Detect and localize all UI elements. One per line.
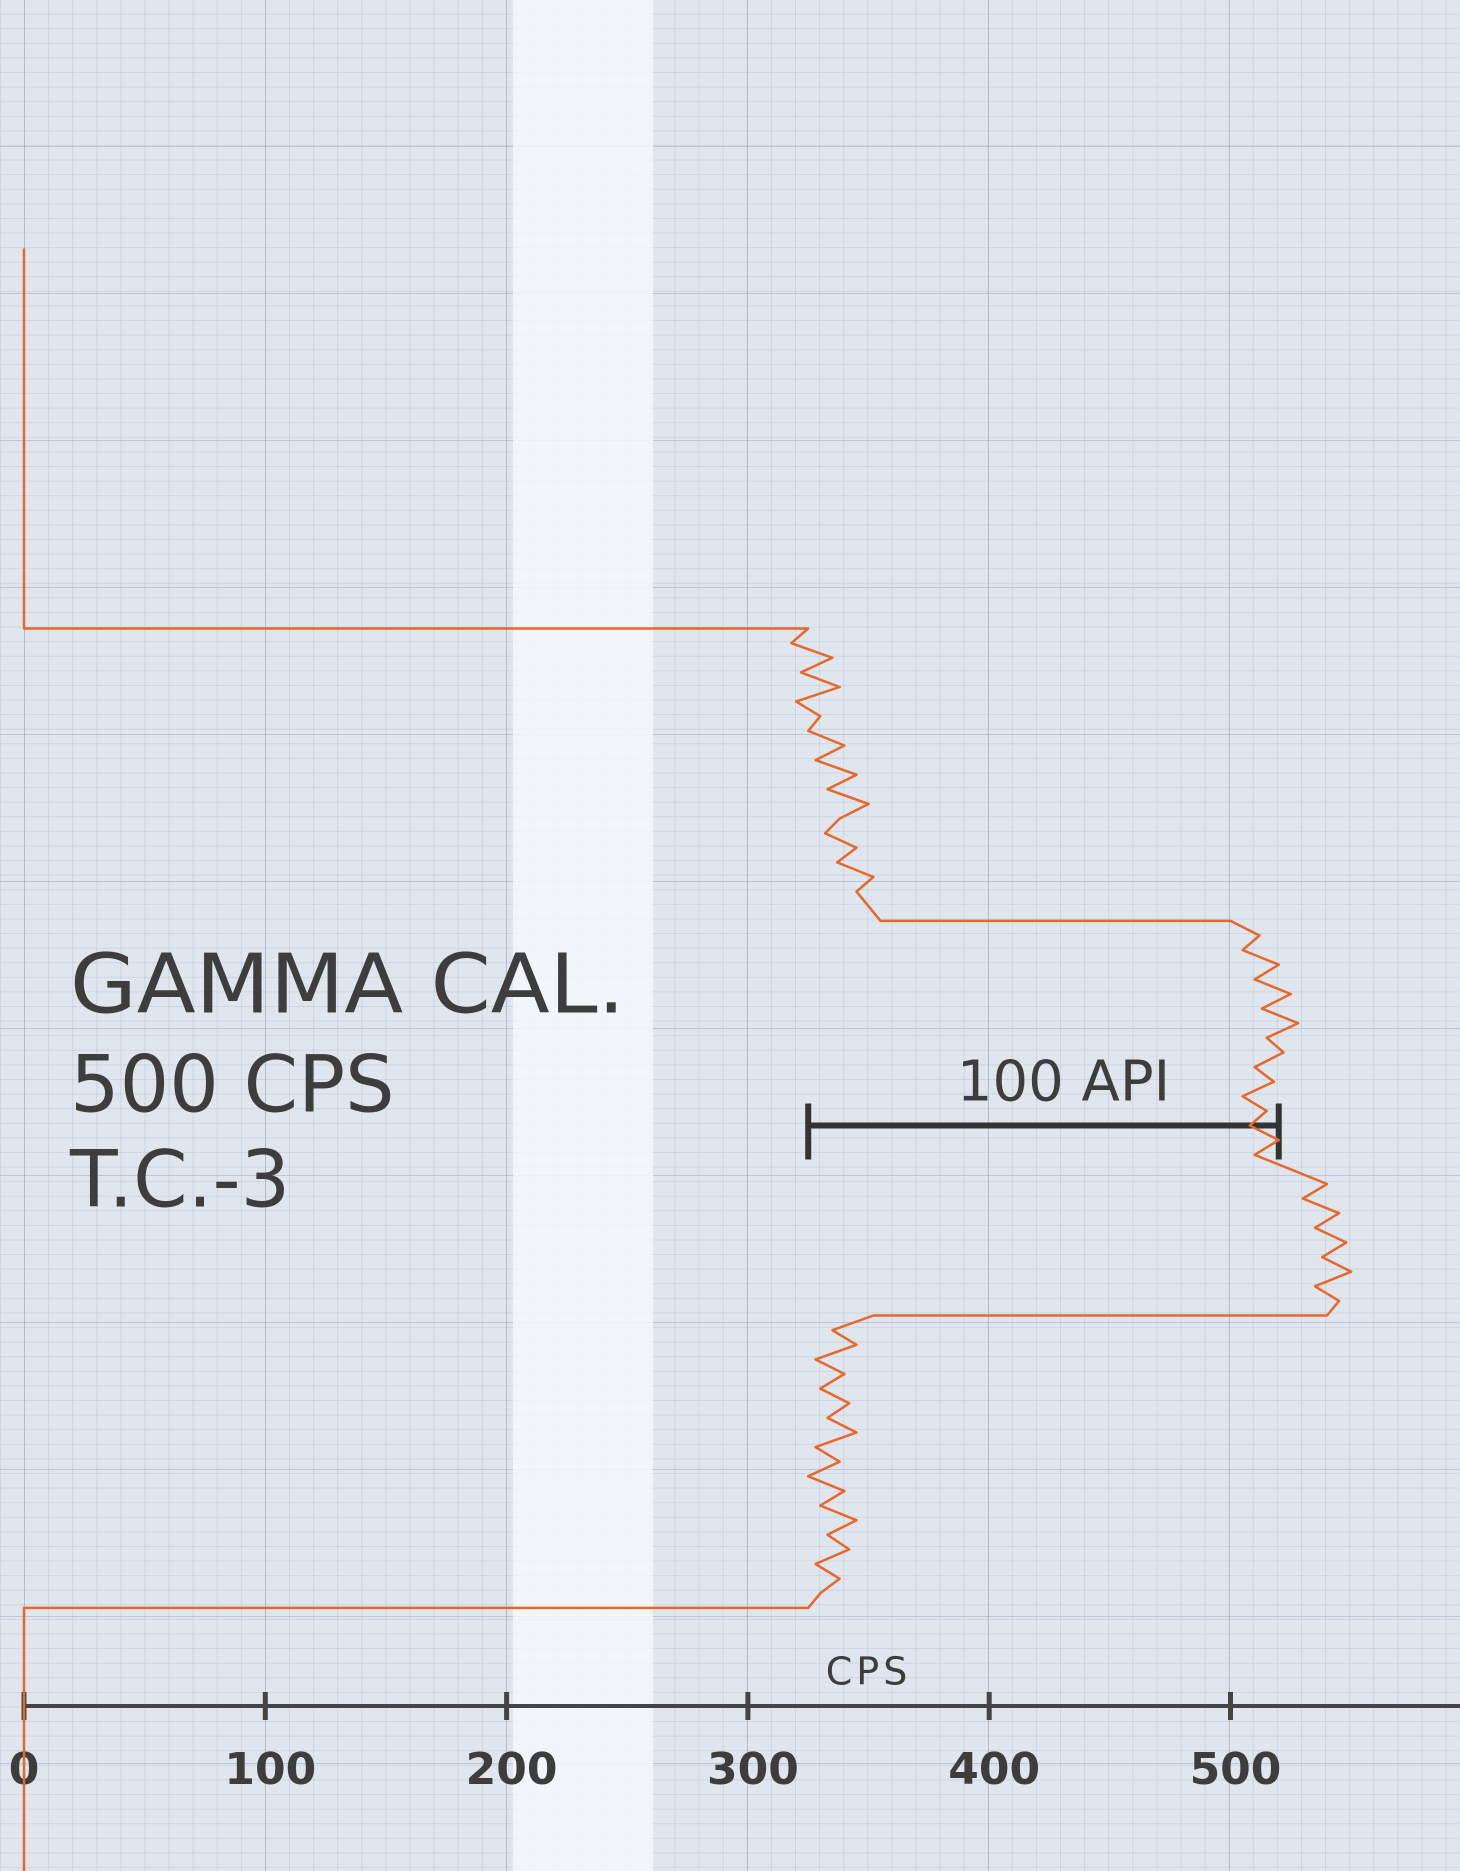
title-line: T.C.-3 xyxy=(69,1135,290,1225)
title-line: 500 CPS xyxy=(70,1040,395,1130)
x-axis-label: CPS xyxy=(826,1650,912,1694)
x-tick-label: 300 xyxy=(707,1744,799,1795)
title-line: GAMMA CAL. xyxy=(70,937,625,1032)
x-tick-label: 200 xyxy=(466,1744,558,1795)
x-tick-label: 100 xyxy=(224,1744,316,1795)
api-label: 100 API xyxy=(957,1050,1170,1115)
gamma-trace xyxy=(22,248,1353,1871)
x-tick-label: 400 xyxy=(948,1744,1040,1795)
x-tick-label: 500 xyxy=(1190,1744,1282,1795)
